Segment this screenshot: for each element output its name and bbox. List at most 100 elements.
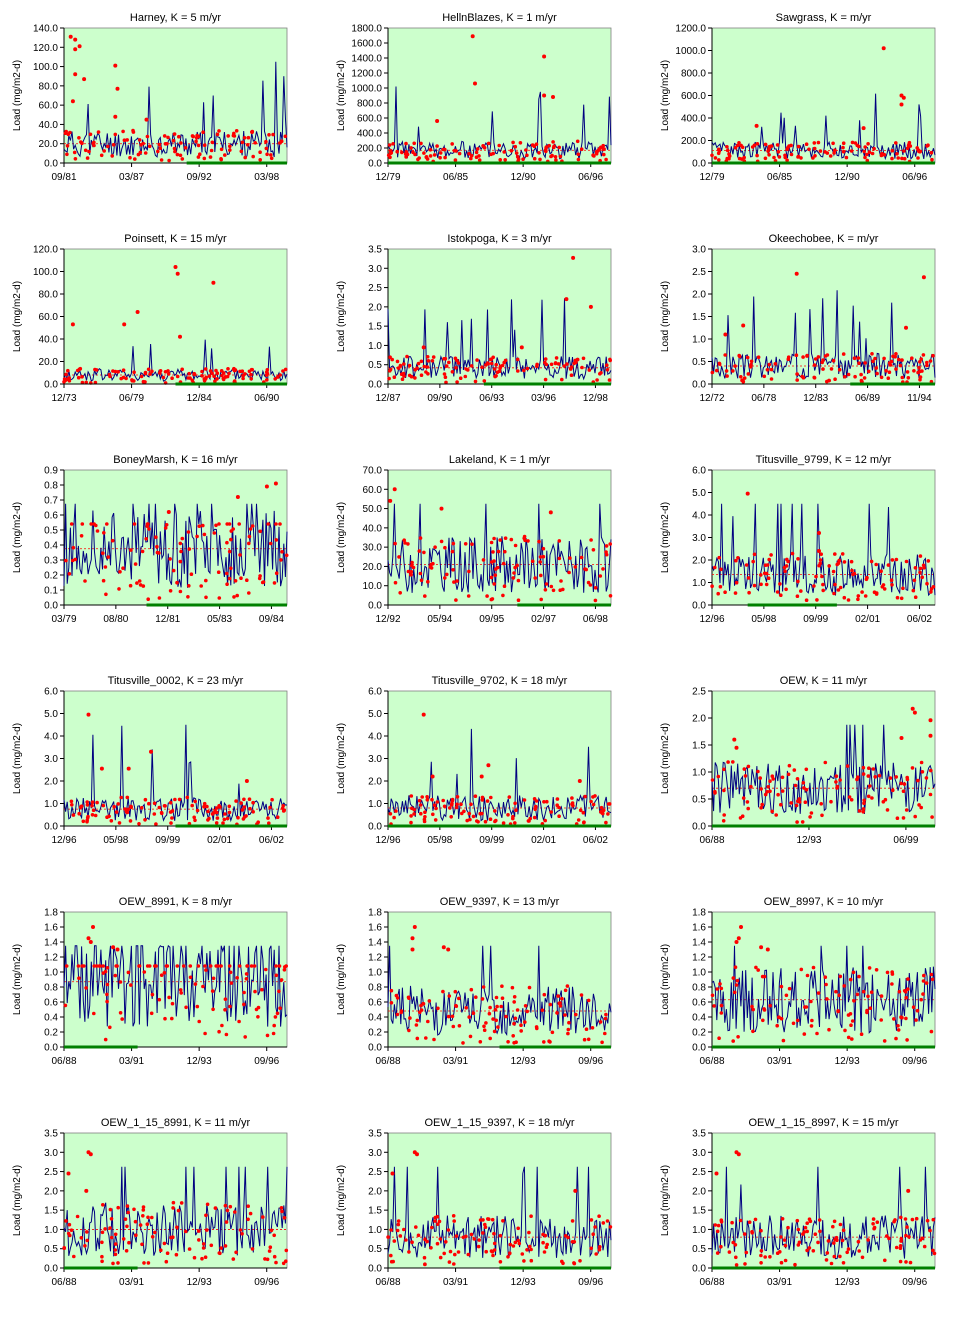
observed-point (734, 745, 739, 750)
observed-point (857, 809, 862, 813)
observed-point (833, 552, 837, 556)
observed-point (494, 995, 499, 1000)
y-tick-label: 2.0 (368, 1186, 382, 1197)
observed-point (211, 976, 216, 981)
observed-point (755, 142, 760, 146)
observed-point (511, 140, 515, 145)
observed-point (147, 964, 152, 968)
chart-title: Istokpoga, K = 3 m/yr (447, 233, 552, 245)
observed-point (925, 144, 929, 148)
chart-svg: OEW_1_15_8997, K = 15 m/yr0.00.51.01.52.… (660, 1117, 937, 1288)
observed-point (588, 583, 593, 587)
observed-point (868, 1006, 873, 1010)
observed-point (118, 570, 122, 574)
observed-point (218, 805, 222, 809)
y-tick-label: 1.0 (368, 968, 382, 979)
observed-point (418, 536, 423, 540)
observed-point (727, 156, 731, 161)
observed-point (427, 999, 432, 1003)
observed-point (153, 1230, 157, 1235)
observed-point (475, 358, 479, 362)
observed-point (747, 1220, 752, 1224)
observed-point (484, 363, 488, 367)
observed-point (918, 377, 922, 382)
observed-point (797, 1240, 802, 1245)
observed-point (517, 1241, 522, 1246)
observed-point (898, 363, 903, 368)
observed-point (274, 964, 278, 968)
observed-point (498, 1260, 503, 1264)
observed-point (244, 977, 249, 981)
observed-point (793, 783, 798, 788)
observed-point (484, 1021, 488, 1025)
observed-point (159, 158, 164, 162)
observed-point (101, 551, 105, 555)
observed-point (746, 576, 751, 580)
observed-point (163, 142, 168, 146)
observed-point (196, 134, 201, 139)
observed-point (568, 556, 572, 560)
x-tick-label: 12/84 (187, 393, 212, 404)
observed-point (84, 380, 88, 385)
y-tick-label: 1.0 (692, 335, 706, 346)
observed-point (176, 1208, 181, 1213)
observed-point (871, 359, 875, 364)
observed-point (549, 810, 553, 814)
y-tick-label: 120.0 (33, 43, 58, 54)
observed-point (150, 1235, 155, 1239)
observed-point (271, 132, 275, 137)
observed-point (860, 1255, 865, 1260)
y-tick-label: 0.5 (692, 795, 706, 806)
chart-panel: HellnBlazes, K = 1 m/yr 0.0 200.0 400.0 600.… (324, 0, 648, 221)
y-tick-label: 0.8 (44, 983, 58, 994)
observed-point (815, 1031, 819, 1036)
y-tick-label: 60.0 (39, 101, 59, 112)
observed-point (194, 139, 198, 144)
y-tick-label: 1000.0 (351, 84, 382, 95)
observed-point (584, 1027, 589, 1031)
observed-point (469, 1232, 474, 1237)
observed-point (731, 369, 735, 373)
observed-point (85, 1230, 89, 1234)
observed-point (537, 539, 541, 544)
observed-point (483, 1225, 488, 1229)
observed-point (752, 552, 757, 557)
observed-point (891, 788, 895, 793)
observed-point (520, 1252, 525, 1256)
observed-point (274, 973, 279, 978)
observed-point (725, 145, 729, 149)
observed-point (894, 775, 898, 779)
y-axis-label: Load (mg/m2-d) (336, 1165, 347, 1236)
x-tick-label: 03/91 (443, 1277, 468, 1288)
chart-panel: OEW_1_15_8991, K = 11 m/yr 0.0 0.5 1.0 1.5 2.… (0, 1105, 324, 1326)
observed-point (483, 1222, 487, 1227)
observed-point (894, 141, 898, 145)
observed-point (477, 158, 482, 162)
observed-point (388, 369, 392, 373)
observed-point (398, 591, 402, 595)
observed-point (459, 802, 463, 807)
observed-point (506, 1040, 510, 1044)
observed-point (911, 1005, 916, 1009)
observed-point (421, 712, 426, 717)
observed-point (862, 798, 866, 803)
y-axis-label: Load (mg/m2-d) (660, 281, 671, 352)
observed-point (428, 148, 433, 152)
observed-point (253, 989, 257, 994)
observed-point (273, 1015, 278, 1019)
y-tick-label: 4.0 (44, 732, 58, 743)
observed-point (772, 155, 776, 160)
observed-point (66, 1171, 71, 1176)
observed-point (475, 147, 480, 151)
observed-point (266, 816, 270, 820)
observed-point (719, 1218, 724, 1222)
x-tick-label: 06/88 (375, 1277, 400, 1288)
observed-point (848, 977, 853, 982)
observed-point (545, 799, 549, 804)
observed-point (785, 557, 789, 562)
observed-point (281, 369, 285, 373)
observed-point (533, 804, 538, 809)
observed-point (805, 353, 809, 358)
observed-point (782, 565, 787, 570)
x-tick-label: 02/01 (207, 835, 232, 846)
